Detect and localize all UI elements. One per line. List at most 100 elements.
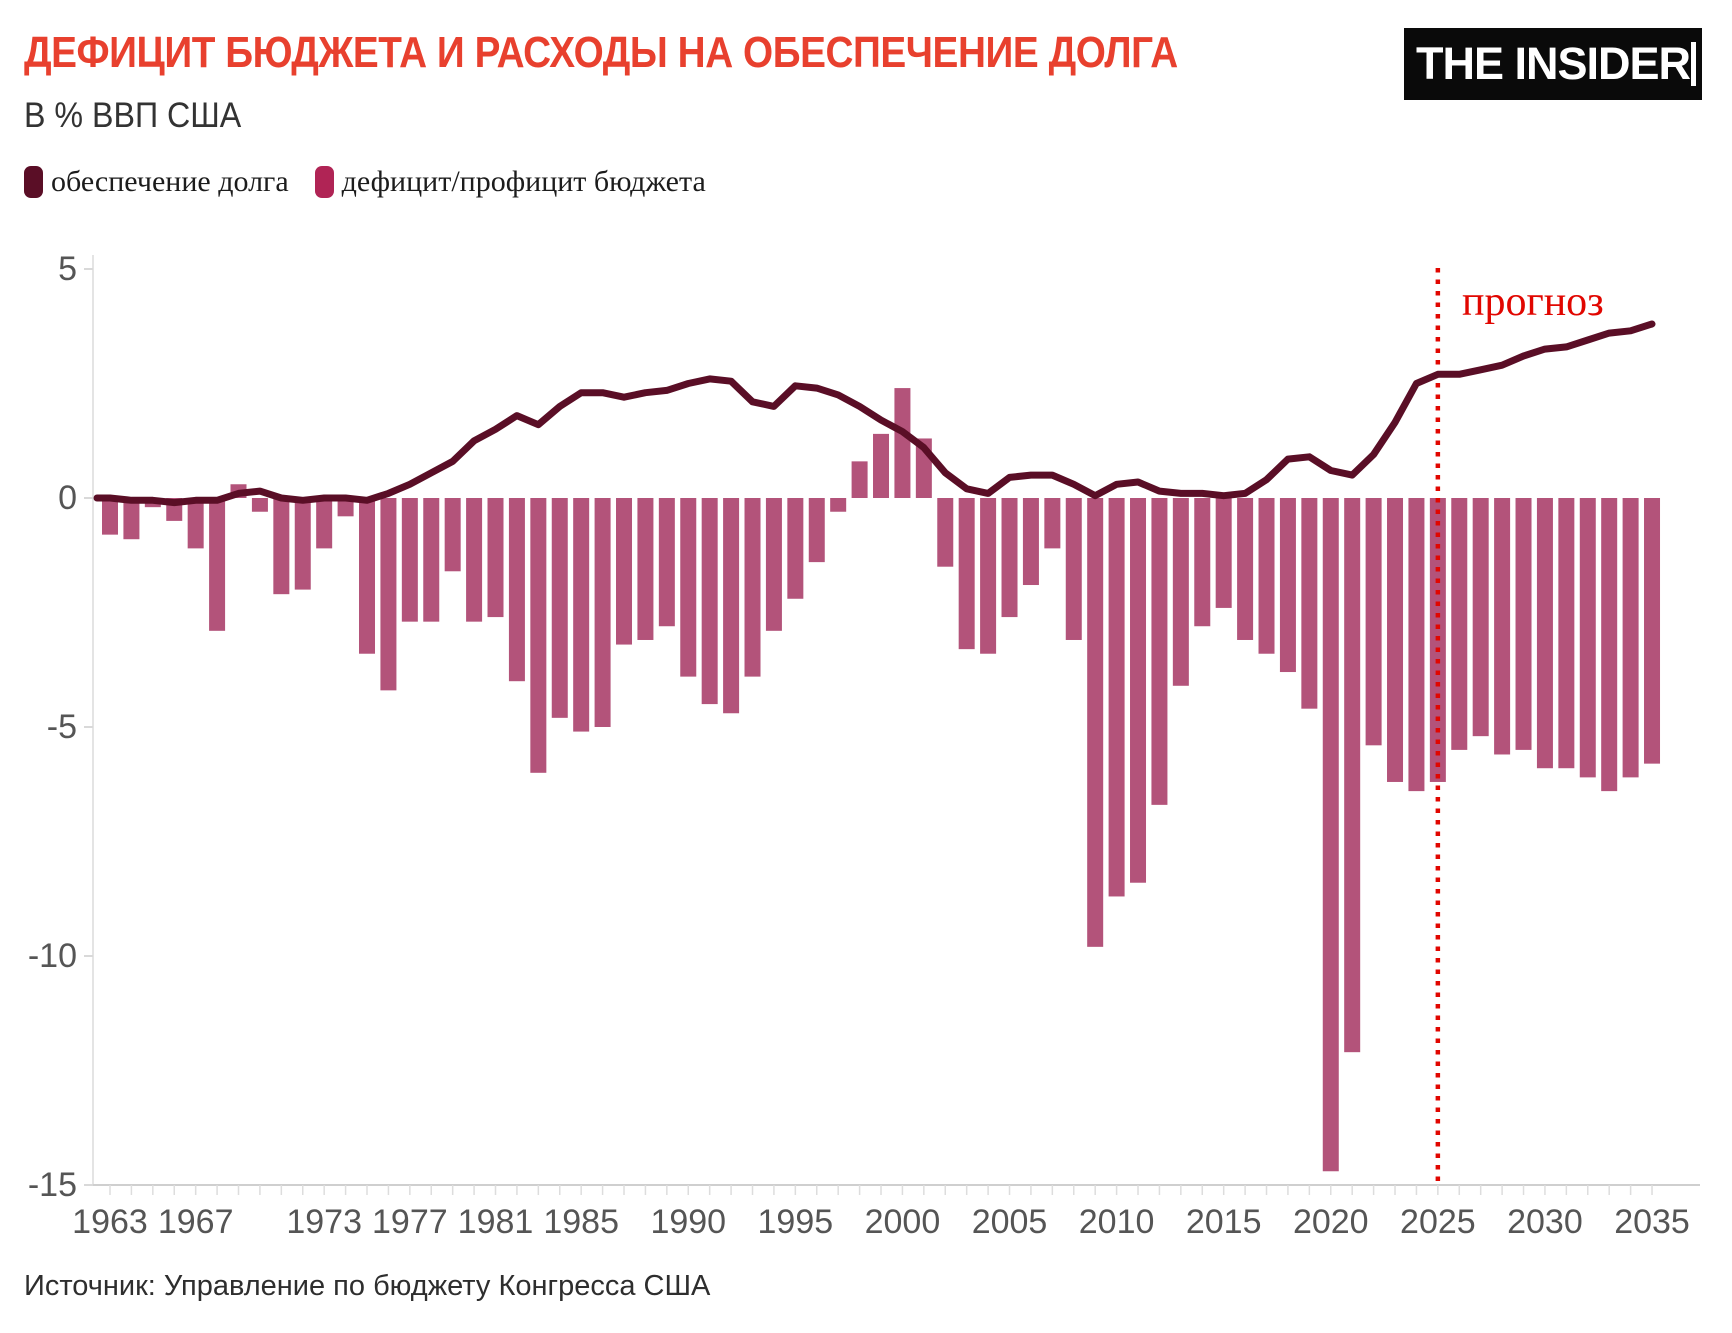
bar-2010	[1108, 498, 1125, 897]
bar-1985	[573, 498, 590, 732]
bar-2009	[1087, 498, 1104, 947]
logo-text: THE INSIDER	[1415, 38, 1691, 89]
the-insider-logo: THE INSIDER	[1404, 28, 1702, 100]
bar-1971	[273, 498, 290, 595]
legend-swatch-deficit	[314, 166, 334, 198]
x-tick-label: 2025	[1400, 1203, 1476, 1241]
x-tick-label: 2020	[1293, 1203, 1369, 1241]
bar-2021	[1344, 498, 1361, 1053]
bar-1982	[508, 498, 525, 682]
bar-2013	[1172, 498, 1189, 686]
bar-2011	[1130, 498, 1147, 883]
bar-1990	[680, 498, 697, 677]
x-tick-label: 1985	[543, 1203, 619, 1241]
bar-2034	[1622, 498, 1639, 778]
bar-2014	[1194, 498, 1211, 627]
bar-2008	[1065, 498, 1082, 640]
bar-2022	[1365, 498, 1382, 746]
bar-2020	[1322, 498, 1339, 1172]
bar-2005	[1001, 498, 1018, 618]
forecast-annotation: прогноз	[1462, 279, 1604, 325]
bar-1996	[808, 498, 825, 563]
x-tick-label: 1990	[650, 1203, 726, 1241]
legend-swatch-debt-service	[24, 166, 43, 198]
logo-cursor-bar	[1691, 42, 1696, 86]
bar-2000	[894, 388, 911, 498]
bar-1993	[744, 498, 761, 677]
bar-2017	[1258, 498, 1275, 654]
bar-1978	[423, 498, 440, 622]
y-tick-label: -10	[28, 937, 77, 975]
bar-2019	[1301, 498, 1318, 709]
x-tick-label: 2000	[865, 1203, 941, 1241]
legend-label-debt-service: обеспечение долга	[51, 165, 289, 198]
page-subtitle: В % ВВП США	[24, 96, 242, 135]
bar-1988	[637, 498, 654, 640]
bar-1963	[102, 498, 118, 535]
bar-1974	[337, 498, 354, 517]
bar-2024	[1408, 498, 1425, 792]
bar-1987	[616, 498, 633, 645]
bar-1998	[851, 461, 868, 498]
bar-2035	[1644, 498, 1661, 764]
bar-2004	[980, 498, 997, 654]
bar-1995	[787, 498, 804, 599]
x-tick-label: 2010	[1079, 1203, 1155, 1241]
y-tick-label: -15	[28, 1166, 77, 1204]
bar-1981	[487, 498, 504, 618]
bar-1964	[123, 498, 140, 540]
bar-2007	[1044, 498, 1061, 549]
x-tick-label: 2030	[1507, 1203, 1583, 1241]
bar-1984	[551, 498, 568, 718]
source-note: Источник: Управление по бюджету Конгресс…	[24, 1270, 711, 1302]
x-tick-label: 1973	[286, 1203, 362, 1241]
bar-1979	[444, 498, 461, 572]
bar-2030	[1536, 498, 1553, 769]
bar-1999	[873, 433, 890, 498]
bar-2026	[1451, 498, 1468, 750]
x-tick-label: 1995	[758, 1203, 834, 1241]
bar-2032	[1579, 498, 1596, 778]
bar-1968	[209, 498, 226, 631]
x-tick-label: 2035	[1614, 1203, 1690, 1241]
bar-2018	[1279, 498, 1296, 673]
x-tick-label: 2005	[972, 1203, 1048, 1241]
bar-1972	[294, 498, 311, 590]
bar-1980	[466, 498, 483, 622]
page-title: ДЕФИЦИТ БЮДЖЕТА И РАСХОДЫ НА ОБЕСПЕЧЕНИЕ…	[24, 28, 1178, 77]
y-tick-label: 0	[58, 479, 77, 517]
x-tick-label: 1963	[72, 1203, 148, 1241]
bar-2003	[958, 498, 975, 650]
bar-2033	[1601, 498, 1618, 792]
x-tick-label: 1981	[458, 1203, 534, 1241]
bar-2002	[937, 498, 954, 567]
bar-1970	[251, 498, 268, 512]
bar-1997	[830, 498, 847, 512]
debt-service-line	[93, 320, 1656, 507]
bar-1994	[765, 498, 782, 631]
x-tick-label: 1977	[372, 1203, 448, 1241]
legend-label-deficit: дефицит/профицит бюджета	[341, 165, 706, 198]
x-tick-label: 1967	[158, 1203, 234, 1241]
y-tick-label: 5	[58, 250, 77, 288]
bar-1967	[187, 498, 204, 549]
bar-1991	[701, 498, 718, 705]
bar-2028	[1494, 498, 1511, 755]
bar-1977	[401, 498, 418, 622]
bar-2029	[1515, 498, 1532, 750]
bar-2015	[1215, 498, 1232, 608]
bar-2023	[1387, 498, 1404, 782]
bar-2012	[1151, 498, 1168, 805]
bar-1983	[530, 498, 547, 773]
legend-item-deficit: дефицит/профицит бюджета	[314, 165, 706, 199]
bar-2027	[1472, 498, 1489, 737]
x-tick-label: 2015	[1186, 1203, 1262, 1241]
bar-1989	[658, 498, 675, 627]
bar-1976	[380, 498, 397, 691]
bar-2016	[1237, 498, 1254, 640]
legend-item-debt-service: обеспечение долга	[24, 165, 289, 199]
legend: обеспечение долга дефицит/профицит бюдже…	[24, 165, 720, 199]
bar-1975	[359, 498, 376, 654]
bar-1973	[316, 498, 333, 549]
